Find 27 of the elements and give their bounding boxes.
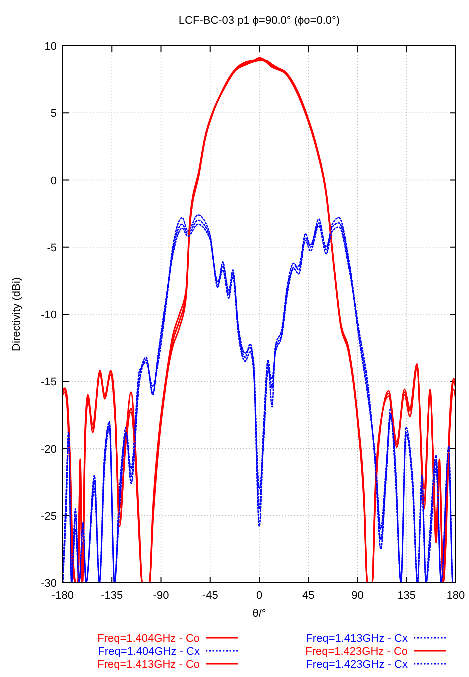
y-tick-label: -30 <box>41 578 57 590</box>
y-tick-label: -20 <box>41 444 57 456</box>
legend-label: Freq=1.423GHz - Co <box>306 646 408 658</box>
x-tick-label: -45 <box>202 590 218 602</box>
y-tick-label: -10 <box>41 310 57 322</box>
legend-label: Freq=1.413GHz - Co <box>98 659 200 671</box>
x-tick-label: 45 <box>302 590 315 602</box>
y-tick-label: 0 <box>50 175 57 188</box>
x-tick-label: 180 <box>446 590 466 602</box>
x-tick-label: -90 <box>153 590 170 602</box>
legend-label: Freq=1.404GHz - Cx <box>98 646 200 658</box>
y-tick-label: -15 <box>41 376 57 389</box>
x-tick-label: 90 <box>352 590 364 602</box>
y-tick-label: -25 <box>41 510 57 523</box>
x-tick-label: 135 <box>398 590 416 602</box>
x-tick-label: 0 <box>256 590 263 602</box>
legend-label: Freq=1.413GHz - Cx <box>306 633 408 645</box>
chart-title: LCF-BC-03 p1 ϕ=90.0° (ϕo=0.0°) <box>178 15 340 27</box>
y-tick-label: 5 <box>50 108 57 120</box>
x-tick-label: -135 <box>101 590 124 602</box>
legend-label: Freq=1.404GHz - Co <box>98 633 200 645</box>
y-tick-label: 10 <box>44 41 57 53</box>
y-axis-title: Directivity (dBi) <box>11 278 23 352</box>
x-tick-label: -180 <box>52 590 74 602</box>
y-tick-label: -5 <box>47 242 57 254</box>
x-axis-title: θ/° <box>252 608 266 620</box>
legend-label: Freq=1.423GHz - Cx <box>306 659 408 671</box>
